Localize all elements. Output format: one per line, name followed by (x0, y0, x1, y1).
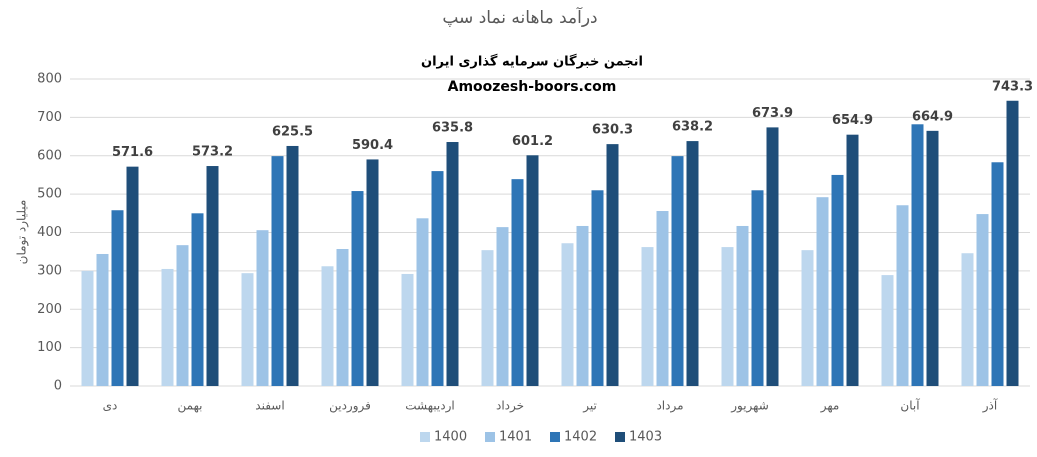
x-tick-label: اردیبهشت (405, 399, 454, 414)
bar (126, 166, 139, 386)
bar (416, 218, 429, 386)
legend-label: 1401 (499, 430, 532, 445)
chart-subtitle: انجمن خبرگان سرمایه گذاری ایران (421, 54, 643, 70)
y-tick-label: 500 (37, 187, 62, 202)
bar (686, 141, 699, 386)
bar (336, 249, 349, 386)
bar (431, 171, 444, 386)
y-tick-label: 800 (37, 72, 62, 87)
bar (111, 210, 124, 386)
bar (321, 266, 334, 386)
chart-title: درآمد ماهانه نماد سپ (442, 6, 597, 28)
bar (591, 190, 604, 386)
bar (801, 250, 814, 386)
y-tick-label: 100 (37, 340, 62, 355)
bar (401, 273, 414, 386)
data-label: 654.9 (832, 113, 873, 128)
bar (511, 179, 524, 386)
legend-swatch (420, 432, 430, 442)
bar (816, 197, 829, 386)
legend-label: 1403 (629, 430, 662, 445)
bar (831, 174, 844, 386)
chart-subtitle: Amoozesh-boors.com (448, 79, 617, 95)
bar (736, 225, 749, 386)
bar (161, 268, 174, 386)
bar (926, 130, 939, 386)
bar (446, 142, 459, 386)
data-label: 571.6 (112, 145, 153, 160)
x-tick-label: دی (103, 399, 118, 413)
bar (576, 225, 589, 386)
x-tick-label: تیر (582, 399, 597, 414)
y-axis-label: میلیارد تومان (15, 200, 30, 265)
y-tick-label: 200 (37, 302, 62, 317)
x-tick-label: مهر (820, 399, 840, 414)
legend-label: 1400 (434, 430, 467, 445)
bar (911, 124, 924, 386)
data-label: 590.4 (352, 138, 393, 153)
data-label: 638.2 (672, 120, 713, 135)
legend-swatch (615, 432, 625, 442)
bar (561, 243, 574, 386)
bar (976, 214, 989, 386)
bar (241, 273, 254, 386)
data-label: 743.3 (992, 79, 1033, 94)
y-tick-label: 600 (37, 148, 62, 163)
data-label: 673.9 (752, 106, 793, 121)
legend-swatch (550, 432, 560, 442)
bar (751, 190, 764, 386)
bar (271, 156, 284, 386)
bar (96, 253, 109, 386)
x-tick-label: اسفند (255, 399, 284, 413)
bar (656, 211, 669, 386)
data-label: 630.3 (592, 123, 633, 138)
x-tick-label: شهریور (730, 399, 769, 414)
bar (176, 245, 189, 386)
bar (846, 134, 859, 386)
y-tick-label: 400 (37, 225, 62, 240)
data-label: 664.9 (912, 109, 953, 124)
y-tick-label: 300 (37, 263, 62, 278)
bar (206, 166, 219, 386)
bar (256, 230, 269, 386)
bar (526, 155, 539, 386)
y-tick-label: 0 (54, 379, 62, 394)
bar (481, 250, 494, 386)
bar (641, 247, 654, 386)
legend-swatch (485, 432, 495, 442)
legend-label: 1402 (564, 430, 597, 445)
data-label: 625.5 (272, 124, 313, 139)
bar (671, 156, 684, 386)
bar (496, 227, 509, 386)
x-tick-label: مرداد (656, 399, 683, 414)
y-tick-label: 700 (37, 110, 62, 125)
data-label: 601.2 (512, 134, 553, 149)
x-tick-label: آبان (900, 398, 920, 413)
bar (721, 247, 734, 386)
bar (191, 213, 204, 386)
bar (606, 144, 619, 386)
bar (1006, 100, 1019, 387)
bar (896, 205, 909, 386)
bar (366, 159, 379, 386)
x-tick-label: بهمن (178, 399, 203, 414)
x-tick-label: آذر (982, 398, 998, 414)
bar (351, 191, 364, 386)
bar (961, 253, 974, 386)
bar (81, 270, 94, 386)
x-tick-label: خرداد (496, 399, 524, 414)
bar (991, 162, 1004, 386)
data-label: 573.2 (192, 145, 233, 160)
bar (881, 275, 894, 386)
data-label: 635.8 (432, 121, 473, 136)
bar (286, 145, 299, 386)
x-tick-label: فروردین (329, 399, 371, 414)
bar (766, 127, 779, 387)
